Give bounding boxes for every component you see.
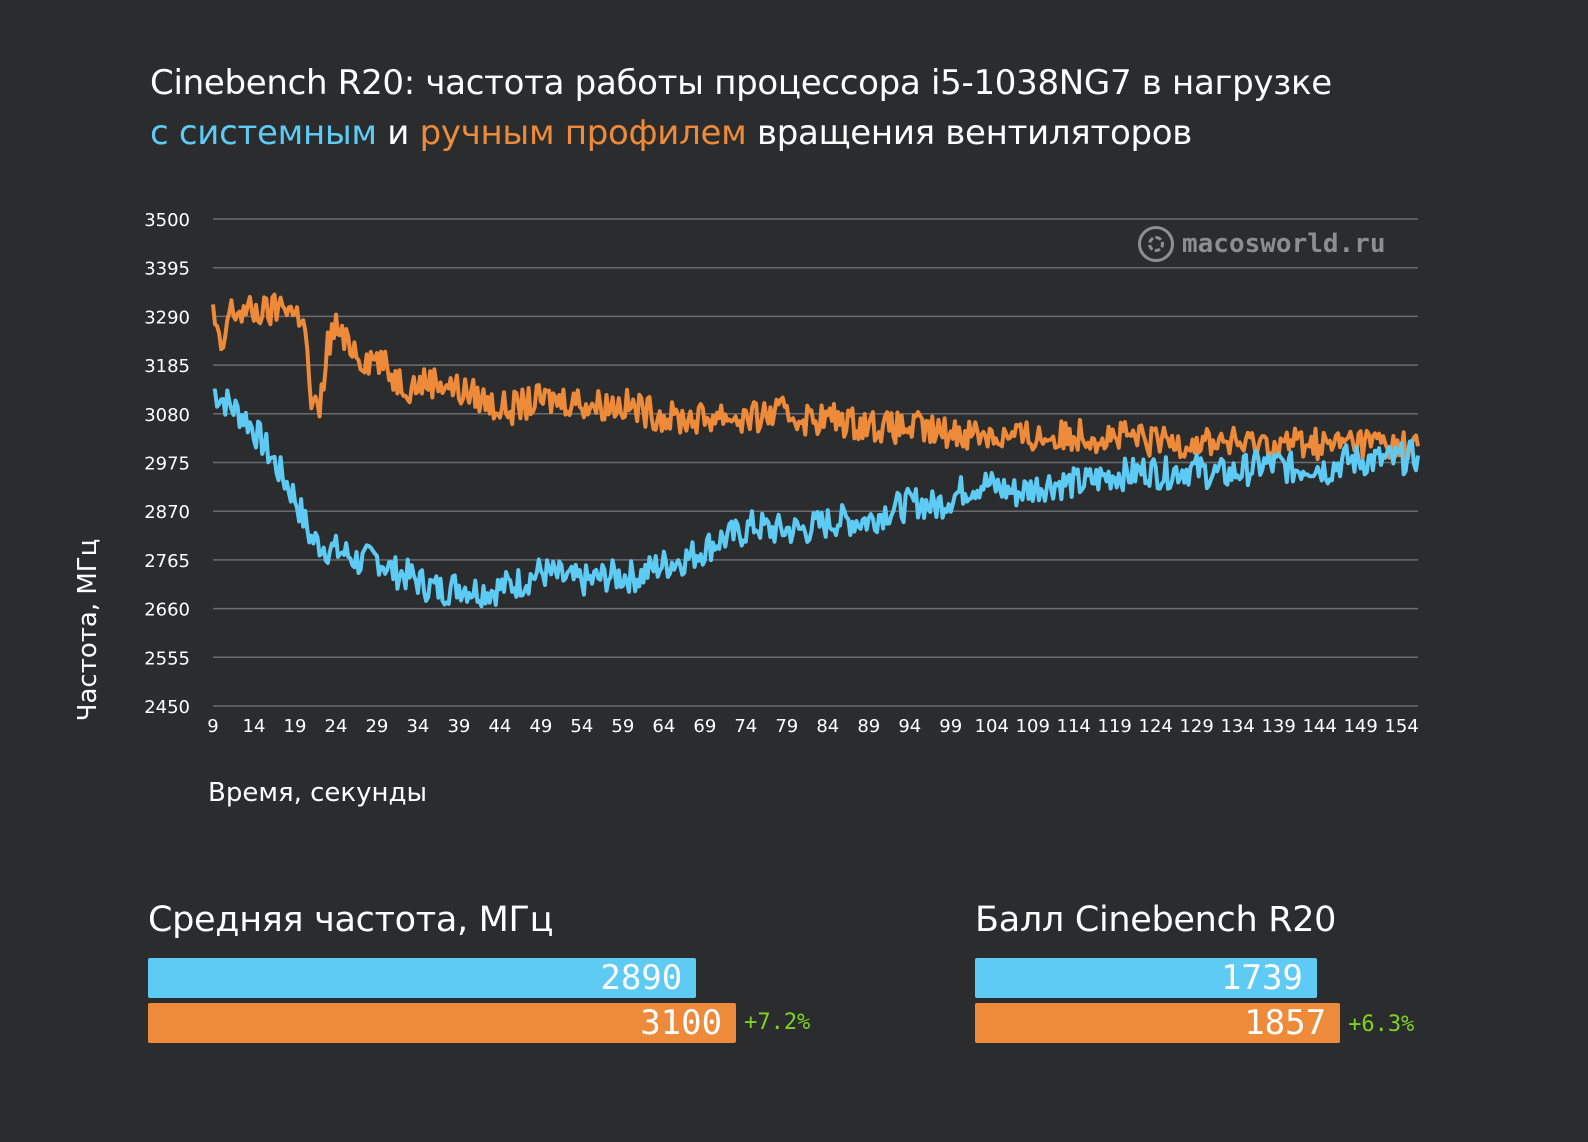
x-tick-label: 44 [488,716,511,737]
x-tick-label: 79 [775,716,798,737]
avg-frequency-title: Средняя частота, МГц [148,900,554,940]
x-tick-label: 84 [816,716,839,737]
title-system-label: с системным [150,113,377,153]
frequency-line-chart: 2450 2555 2660 2765 2870 2975 3080 3185 3290 3395… [144,210,1420,737]
x-tick-label: 69 [693,716,716,737]
x-tick-label: 29 [365,716,388,737]
y-tick-label: 3500 [144,210,190,231]
x-tick-label: 74 [734,716,757,737]
x-tick-labels: 9 14 19 24 29 34 39 44 49 54 59 64 69 74 79 84 89 94 99 104… [207,716,1419,737]
series-line [211,292,1420,464]
avg-frequency-system-value: 2890 [600,958,683,998]
y-tick-label: 3080 [144,405,190,426]
x-tick-label: 124 [1139,716,1173,737]
y-axis-label: Частота, МГц [73,538,103,722]
x-tick-label: 14 [243,716,266,737]
score-system-value: 1739 [1221,958,1303,998]
x-tick-label: 34 [406,716,429,737]
title-line-2: с системным и ручным профилем вращения в… [150,108,1332,158]
x-tick-label: 24 [325,716,348,737]
score-title: Балл Cinebench R20 [975,900,1337,940]
x-tick-label: 49 [529,716,552,737]
x-axis-label: Время, секунды [208,778,428,808]
x-tick-label: 39 [447,716,470,737]
title-and: и [376,113,420,153]
y-tick-label: 3290 [144,307,190,328]
x-tick-label: 89 [857,716,880,737]
x-tick-label: 19 [284,716,307,737]
watermark-text: macosworld.ru [1182,229,1386,259]
avg-frequency-manual-value: 3100 [640,1003,723,1043]
y-tick-label: 2765 [144,551,190,572]
y-tick-labels: 2450 2555 2660 2765 2870 2975 3080 3185 3290 3395… [144,210,190,718]
x-tick-label: 144 [1302,716,1336,737]
x-tick-label: 119 [1098,716,1132,737]
x-tick-label: 64 [652,716,675,737]
x-tick-label: 139 [1261,716,1295,737]
y-tick-label: 3185 [144,356,190,377]
x-tick-label: 114 [1057,716,1091,737]
watermark: macosworld.ru [1138,226,1386,262]
x-tick-label: 9 [207,716,218,737]
title-manual-label: ручным профилем [419,113,747,153]
avg-frequency-system-bar: 2890 [148,958,697,998]
y-tick-label: 2555 [144,648,190,669]
x-tick-label: 94 [898,716,921,737]
macosworld-logo-icon [1138,226,1174,262]
avg-frequency-manual-bar: 3100 [148,1003,737,1043]
y-tick-label: 2870 [144,502,190,523]
x-tick-label: 134 [1220,716,1254,737]
title-line-1: Cinebench R20: частота работы процессора… [150,63,1332,103]
score-manual-bar: 1857 [975,1003,1341,1043]
chart-series [211,292,1420,609]
x-tick-label: 154 [1384,716,1418,737]
x-tick-label: 54 [570,716,593,737]
series-line [212,388,1420,609]
x-tick-label: 109 [1016,716,1050,737]
avg-frequency-delta: +7.2% [744,1010,811,1035]
score-system-bar: 1739 [975,958,1317,998]
title-end: вращения вентиляторов [746,113,1192,153]
x-tick-label: 99 [939,716,962,737]
x-tick-label: 149 [1343,716,1377,737]
y-tick-label: 2450 [144,697,190,718]
x-tick-label: 59 [611,716,634,737]
score-manual-value: 1857 [1244,1003,1327,1043]
chart-title: Cinebench R20: частота работы процессора… [150,58,1332,158]
y-tick-label: 3395 [144,259,190,280]
score-delta: +6.3% [1348,1012,1415,1037]
x-tick-label: 129 [1179,716,1213,737]
chart-grid [213,218,1418,707]
y-tick-label: 2660 [144,600,190,621]
x-tick-label: 104 [975,716,1009,737]
y-tick-label: 2975 [144,454,190,475]
